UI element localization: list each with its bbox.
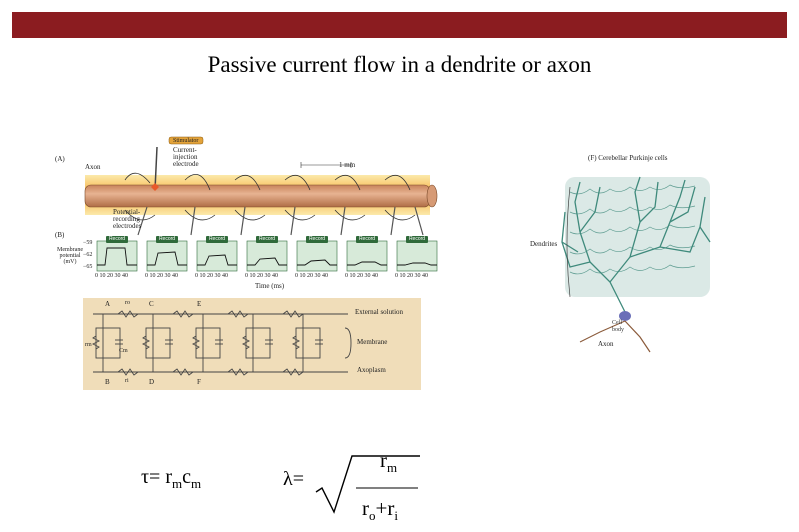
x-ticks-7: 0 10 20 30 40 (395, 273, 428, 279)
circuit-drawing (91, 310, 352, 376)
scale-label: 1 mm (339, 161, 356, 169)
tau-formula: τ= rmcm (141, 466, 201, 492)
cable-circuit: A ro C E B ri D F rm Cm External solutio… (83, 298, 421, 390)
numerator-sub-m: m (387, 460, 398, 476)
axoplasm-label: Axoplasm (357, 366, 386, 374)
lambda-numerator: rm (380, 448, 397, 476)
y-tick-3: −65 (83, 264, 93, 270)
denominator-r1: r (362, 496, 369, 520)
x-ticks-6: 0 10 20 30 40 (345, 273, 378, 279)
axon-figure: (A) (B) Axon Stimulator Current- injecti… (55, 135, 445, 295)
axon-illustration (84, 136, 438, 272)
tau-c: c (182, 466, 191, 488)
sqrt-symbol (315, 455, 420, 514)
x-ticks-1: 0 10 20 30 40 (95, 273, 128, 279)
denominator-sub-o: o (369, 508, 376, 524)
purkinje-cell-drawing (561, 176, 711, 353)
node-f: F (197, 378, 201, 386)
lambda-lhs: λ= (283, 468, 304, 490)
record-button-4: Record (256, 236, 278, 243)
x-axis-label: Time (ms) (255, 282, 285, 290)
purkinje-title: (F) Cerebellar Purkinje cells (588, 154, 668, 162)
slide-title: Passive current flow in a dendrite or ax… (207, 52, 592, 77)
rm-label: rm (85, 342, 92, 348)
panel-a-label: (A) (55, 155, 65, 163)
external-solution-label: External solution (355, 308, 404, 316)
axon-label-f: Axon (598, 340, 614, 348)
record-button-1: Record (106, 236, 128, 243)
dendrites-label: Dendrites (530, 240, 558, 248)
current-injection-label: Current- injection electrode (173, 146, 199, 168)
axon-label: Axon (85, 163, 101, 171)
node-c: C (149, 300, 154, 308)
record-button-6: Record (356, 236, 378, 243)
record-button-2: Record (156, 236, 178, 243)
record-button-3: Record (206, 236, 228, 243)
y-axis-label: Membrane potential (mV) (57, 247, 83, 265)
title-bar (12, 12, 787, 38)
x-ticks-2: 0 10 20 30 40 (145, 273, 178, 279)
record-button-5: Record (306, 236, 328, 243)
tau-sub-m1: m (171, 476, 183, 491)
tau-sub-m2: m (191, 476, 202, 491)
x-ticks-3: 0 10 20 30 40 (195, 273, 228, 279)
cell-body-label: Cell body (612, 320, 624, 333)
lambda-denominator: ro+ri (362, 496, 398, 524)
ro-label: ro (125, 300, 130, 306)
y-tick-2: −62 (83, 252, 93, 258)
purkinje-figure: (F) Cerebellar Purkinje cells Dendrites … (520, 152, 730, 367)
x-ticks-5: 0 10 20 30 40 (295, 273, 328, 279)
membrane-label: Membrane (357, 338, 388, 346)
denominator-sub-i: i (394, 508, 398, 524)
node-d: D (149, 378, 155, 386)
numerator-r: r (380, 448, 387, 472)
recording-electrodes-label: Potential- recording electrodes (113, 208, 142, 230)
node-e: E (197, 300, 202, 308)
y-tick-1: −59 (83, 240, 93, 246)
node-a: A (105, 300, 111, 308)
node-b: B (105, 378, 110, 386)
panel-b-label: (B) (55, 231, 65, 239)
denominator-plus-r: +r (375, 496, 395, 520)
stimulator-label: Stimulator (173, 138, 199, 144)
ri-label: ri (125, 378, 129, 384)
tau-lhs: τ= r (141, 466, 172, 488)
record-button-7: Record (406, 236, 428, 243)
x-ticks-4: 0 10 20 30 40 (245, 273, 278, 279)
cm-label: Cm (119, 348, 128, 354)
